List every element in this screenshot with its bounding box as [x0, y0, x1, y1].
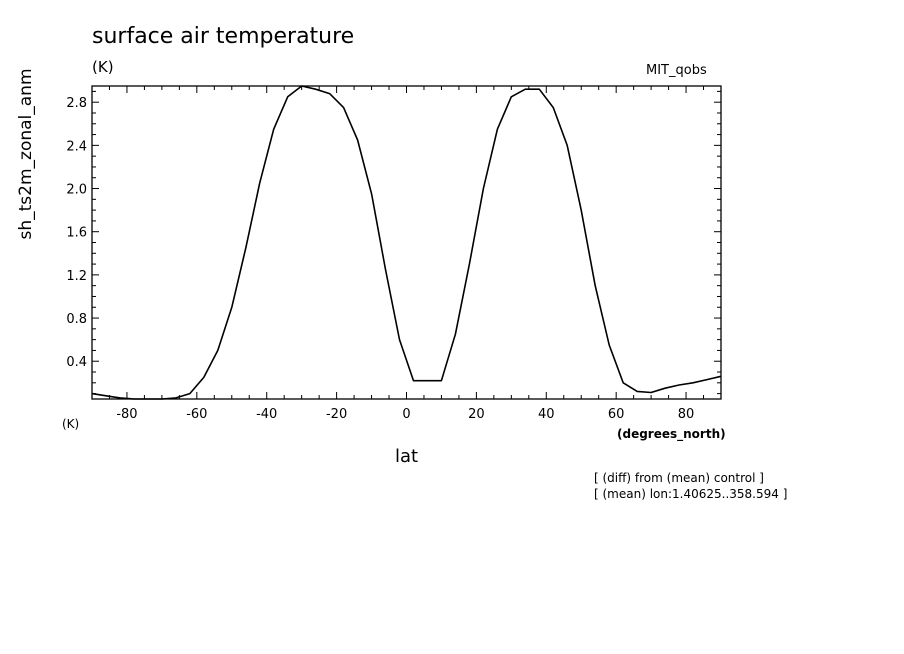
x-axis-label: lat	[395, 446, 419, 467]
y-tick-label: 1.2	[66, 269, 87, 284]
x-tick-label: -40	[256, 407, 277, 422]
x-axis-units: (degrees_north)	[617, 427, 726, 441]
model-label: MIT_qobs	[646, 63, 707, 78]
y-tick-label: 0.8	[66, 312, 87, 327]
x-tick-label: -20	[326, 407, 347, 422]
chart-title: surface air temperature	[92, 24, 355, 49]
units-label-top: (K)	[92, 58, 114, 76]
note-mean-lon: [ (mean) lon:1.40625..358.594 ]	[594, 487, 788, 501]
y-tick-label: 0.4	[66, 355, 87, 370]
y-tick-label: 2.8	[66, 96, 87, 111]
y-tick-label: 2.4	[66, 139, 87, 154]
note-diff: [ (diff) from (mean) control ]	[594, 471, 764, 485]
x-tick-label: 0	[402, 407, 410, 422]
x-tick-label: -80	[116, 407, 137, 422]
y-tick-label: 2.0	[66, 183, 87, 198]
x-tick-label: 80	[678, 407, 695, 422]
data-line	[91, 85, 722, 400]
y-tick-label: 1.6	[66, 226, 87, 241]
units-label-bottom: (K)	[62, 417, 80, 431]
x-tick-label: 60	[608, 407, 625, 422]
x-tick-label: 20	[468, 407, 485, 422]
x-tick-label: -60	[186, 407, 207, 422]
x-tick-label: 40	[538, 407, 555, 422]
plot-frame	[91, 85, 722, 400]
